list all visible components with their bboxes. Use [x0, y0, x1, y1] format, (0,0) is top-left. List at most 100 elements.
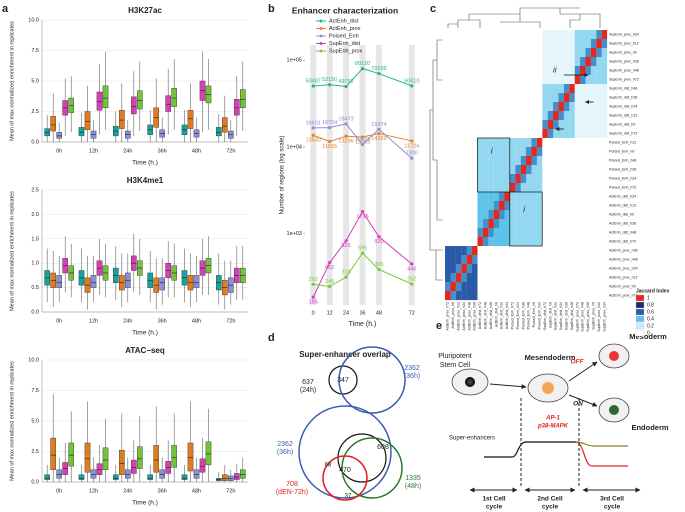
cell: [493, 66, 500, 76]
cell: [493, 75, 500, 85]
cell: [509, 273, 516, 283]
cell: [472, 138, 478, 148]
cell: [499, 192, 505, 202]
cell: [499, 165, 505, 175]
cell: [477, 102, 483, 112]
cell: [472, 57, 478, 67]
cell: [558, 174, 564, 184]
cell: [499, 273, 505, 283]
cell: [526, 39, 532, 49]
cell: [477, 237, 483, 247]
x-tick-label: 12h: [89, 318, 98, 324]
cell: [504, 147, 510, 157]
cell: [466, 120, 473, 130]
cell: [477, 84, 483, 94]
cell: [569, 138, 575, 148]
cell: [553, 84, 559, 94]
cell: [515, 30, 521, 40]
col-label: ActEnh_prox_h72: [446, 302, 450, 331]
cell: [596, 138, 602, 148]
cell: [547, 138, 554, 148]
cell: [461, 246, 467, 256]
venn-title: Super-enhancer overlap: [299, 350, 391, 359]
cell: [466, 183, 473, 193]
cell: [450, 183, 456, 193]
cell: [515, 228, 521, 238]
cell: [531, 138, 537, 148]
legend-label: 1: [647, 295, 650, 301]
cell: [477, 219, 483, 229]
point: [360, 67, 365, 71]
cell: [482, 75, 489, 85]
point: [360, 142, 365, 147]
cell: [574, 165, 581, 175]
cell: [601, 165, 608, 175]
row-label: Poised_Enh_h36: [609, 167, 636, 171]
cell: [450, 219, 456, 229]
cell: [574, 147, 581, 157]
cell: [601, 228, 608, 238]
cell: [596, 264, 602, 274]
cell: [461, 201, 467, 211]
cell: [526, 111, 532, 121]
cell: [558, 183, 564, 193]
venn-label: (36h): [404, 373, 420, 380]
cell: [493, 273, 500, 283]
y-tick-label: 1.0: [31, 261, 39, 267]
cell: [482, 165, 489, 175]
cell: [488, 291, 494, 301]
cell: [596, 102, 602, 112]
cell: [499, 291, 505, 301]
cell: [590, 237, 597, 247]
cell: [472, 264, 478, 274]
cell: [580, 66, 586, 76]
cell: [499, 138, 505, 148]
cell: [482, 264, 489, 274]
cell: [585, 138, 591, 148]
cell: [461, 120, 467, 130]
cell: [509, 237, 516, 247]
cell: [536, 48, 543, 58]
arrow: [568, 361, 598, 382]
box: [187, 110, 194, 129]
cell: [558, 273, 564, 283]
cell: [472, 291, 478, 301]
cell: [461, 30, 467, 40]
cell: [445, 39, 451, 49]
legend-swatch: [635, 329, 645, 337]
cell: [531, 246, 537, 256]
x-tick-label: 24h: [123, 488, 132, 494]
cell: [601, 48, 608, 58]
point: [344, 122, 348, 126]
cell: [531, 147, 537, 157]
cell: [499, 264, 505, 274]
y-tick-label: 0.5: [31, 285, 39, 291]
cell: [542, 291, 548, 301]
row-label: ActEnh_prox_h72: [609, 293, 638, 297]
cell: [558, 219, 564, 229]
cell: [520, 39, 527, 49]
cell: [515, 273, 521, 283]
cell: [477, 120, 483, 130]
cell: [563, 273, 570, 283]
cell: [515, 75, 521, 85]
cell: [445, 111, 451, 121]
cell: [580, 111, 586, 121]
cell: [515, 291, 521, 301]
cell: [536, 84, 543, 94]
cell: [455, 183, 462, 193]
cell: [520, 75, 527, 85]
cell: [580, 138, 586, 148]
row-label: SupEnh_dist_h0: [609, 122, 635, 126]
cell: [569, 291, 575, 301]
venn-label: 37: [345, 494, 352, 500]
cell: [547, 75, 554, 85]
cell: [520, 237, 527, 247]
cell: [553, 120, 559, 130]
cell: [520, 255, 527, 265]
cell: [553, 192, 559, 202]
cell: [547, 282, 554, 292]
cell: [520, 30, 527, 40]
cell: [563, 66, 570, 76]
cell: [461, 273, 467, 283]
